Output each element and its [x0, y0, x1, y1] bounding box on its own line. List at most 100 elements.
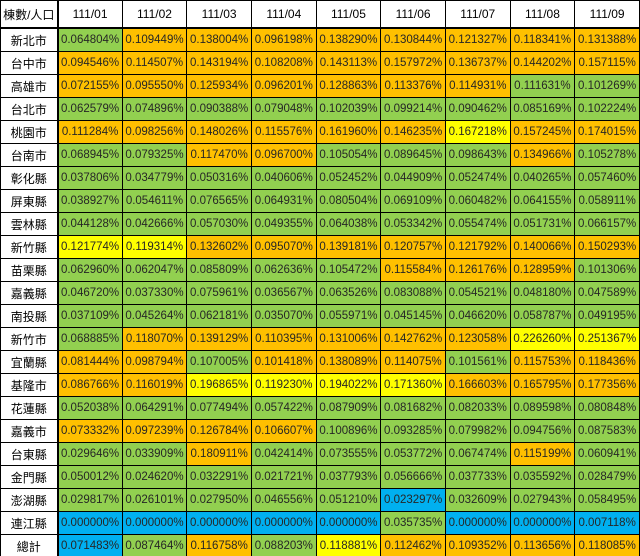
data-cell[interactable]: 0.109449% [121, 27, 188, 52]
data-cell[interactable]: 0.053342% [380, 212, 446, 236]
column-header[interactable]: 111/01 [57, 0, 123, 29]
data-cell[interactable]: 0.139181% [315, 235, 382, 259]
data-cell[interactable]: 0.062960% [57, 258, 123, 282]
data-cell[interactable]: 0.118436% [574, 350, 640, 374]
data-cell[interactable]: 0.121792% [444, 235, 511, 259]
data-cell[interactable]: 0.076565% [186, 189, 252, 213]
data-cell[interactable]: 0.062579% [57, 97, 123, 121]
data-cell[interactable]: 0.143113% [315, 51, 382, 75]
row-label[interactable]: 金門縣 [0, 465, 59, 489]
data-cell[interactable]: 0.111284% [57, 120, 123, 144]
data-cell[interactable]: 0.064291% [121, 396, 188, 420]
data-cell[interactable]: 0.055474% [444, 212, 511, 236]
row-label[interactable]: 基隆市 [0, 373, 59, 397]
data-cell[interactable]: 0.079325% [121, 143, 188, 167]
data-cell[interactable]: 0.101561% [444, 350, 511, 374]
row-label[interactable]: 台南市 [0, 143, 59, 167]
data-cell[interactable]: 0.115584% [380, 258, 446, 282]
data-cell[interactable]: 0.040265% [509, 166, 576, 190]
data-cell[interactable]: 0.144202% [509, 51, 576, 75]
data-cell[interactable]: 0.161960% [315, 120, 382, 144]
data-cell[interactable]: 0.021721% [250, 465, 317, 489]
data-cell[interactable]: 0.089598% [509, 396, 576, 420]
data-cell[interactable]: 0.194022% [315, 373, 382, 397]
data-cell[interactable]: 0.032291% [186, 465, 252, 489]
data-cell[interactable]: 0.087909% [315, 396, 382, 420]
data-cell[interactable]: 0.126784% [186, 419, 252, 443]
data-cell[interactable]: 0.096198% [250, 27, 317, 52]
data-cell[interactable]: 0.044909% [380, 166, 446, 190]
data-cell[interactable]: 0.067474% [444, 442, 511, 466]
data-cell[interactable]: 0.073332% [57, 419, 123, 443]
data-cell[interactable]: 0.114075% [380, 350, 446, 374]
data-cell[interactable]: 0.027950% [186, 488, 252, 512]
row-label[interactable]: 高雄市 [0, 74, 59, 98]
data-cell[interactable]: 0.131006% [315, 327, 382, 351]
data-cell[interactable]: 0.167218% [444, 120, 511, 144]
data-cell[interactable]: 0.083088% [380, 281, 446, 305]
data-cell[interactable]: 0.058787% [509, 304, 576, 328]
data-cell[interactable]: 0.113376% [380, 74, 446, 98]
data-cell[interactable]: 0.046620% [444, 304, 511, 328]
data-cell[interactable]: 0.138089% [315, 350, 382, 374]
data-cell[interactable]: 0.037793% [315, 465, 382, 489]
row-label[interactable]: 新竹縣 [0, 235, 59, 259]
data-cell[interactable]: 0.102039% [315, 97, 382, 121]
data-cell[interactable]: 0.062636% [250, 258, 317, 282]
data-cell[interactable]: 0.086766% [57, 373, 123, 397]
data-cell[interactable]: 0.177356% [574, 373, 640, 397]
data-cell[interactable]: 0.056666% [380, 465, 446, 489]
data-cell[interactable]: 0.029646% [57, 442, 123, 466]
data-cell[interactable]: 0.068885% [57, 327, 123, 351]
data-cell[interactable]: 0.063526% [315, 281, 382, 305]
data-cell[interactable]: 0.115753% [509, 350, 576, 374]
data-cell[interactable]: 0.085809% [186, 258, 252, 282]
data-cell[interactable]: 0.060482% [444, 189, 511, 213]
data-cell[interactable]: 0.058911% [574, 189, 640, 213]
column-header[interactable]: 111/04 [250, 0, 317, 29]
data-cell[interactable]: 0.121774% [57, 235, 123, 259]
data-cell[interactable]: 0.105472% [315, 258, 382, 282]
data-cell[interactable]: 0.081682% [380, 396, 446, 420]
data-cell[interactable]: 0.049195% [574, 304, 640, 328]
row-label[interactable]: 總計 [0, 534, 59, 556]
column-header[interactable]: 111/09 [574, 0, 640, 29]
data-cell[interactable]: 0.035592% [509, 465, 576, 489]
data-cell[interactable]: 0.098643% [444, 143, 511, 167]
data-cell[interactable]: 0.050012% [57, 465, 123, 489]
data-cell[interactable]: 0.054611% [121, 189, 188, 213]
data-cell[interactable]: 0.051731% [509, 212, 576, 236]
data-cell[interactable]: 0.080848% [574, 396, 640, 420]
data-cell[interactable]: 0.101418% [250, 350, 317, 374]
data-cell[interactable]: 0.057030% [186, 212, 252, 236]
column-header[interactable]: 111/06 [380, 0, 446, 29]
row-label[interactable]: 連江縣 [0, 511, 59, 535]
row-label[interactable]: 嘉義縣 [0, 281, 59, 305]
data-cell[interactable]: 0.033909% [121, 442, 188, 466]
data-cell[interactable]: 0.027943% [509, 488, 576, 512]
data-cell[interactable]: 0.000000% [186, 511, 252, 535]
data-cell[interactable]: 0.000000% [444, 511, 511, 535]
data-cell[interactable]: 0.080504% [315, 189, 382, 213]
data-cell[interactable]: 0.132602% [186, 235, 252, 259]
data-cell[interactable]: 0.024620% [121, 465, 188, 489]
column-header[interactable]: 111/07 [444, 0, 511, 29]
data-cell[interactable]: 0.102224% [574, 97, 640, 121]
data-cell[interactable]: 0.052452% [315, 166, 382, 190]
data-cell[interactable]: 0.114507% [121, 51, 188, 75]
row-label[interactable]: 台中市 [0, 51, 59, 75]
data-cell[interactable]: 0.112462% [380, 534, 446, 556]
data-cell[interactable]: 0.038927% [57, 189, 123, 213]
data-cell[interactable]: 0.046720% [57, 281, 123, 305]
data-cell[interactable]: 0.072155% [57, 74, 123, 98]
data-cell[interactable]: 0.101269% [574, 74, 640, 98]
data-cell[interactable]: 0.120757% [380, 235, 446, 259]
data-cell[interactable]: 0.138290% [315, 27, 382, 52]
data-cell[interactable]: 0.118085% [574, 534, 640, 556]
data-cell[interactable]: 0.079982% [444, 419, 511, 443]
data-cell[interactable]: 0.037806% [57, 166, 123, 190]
data-cell[interactable]: 0.157115% [574, 51, 640, 75]
data-cell[interactable]: 0.035735% [380, 511, 446, 535]
data-cell[interactable]: 0.035070% [250, 304, 317, 328]
data-cell[interactable]: 0.023297% [380, 488, 446, 512]
